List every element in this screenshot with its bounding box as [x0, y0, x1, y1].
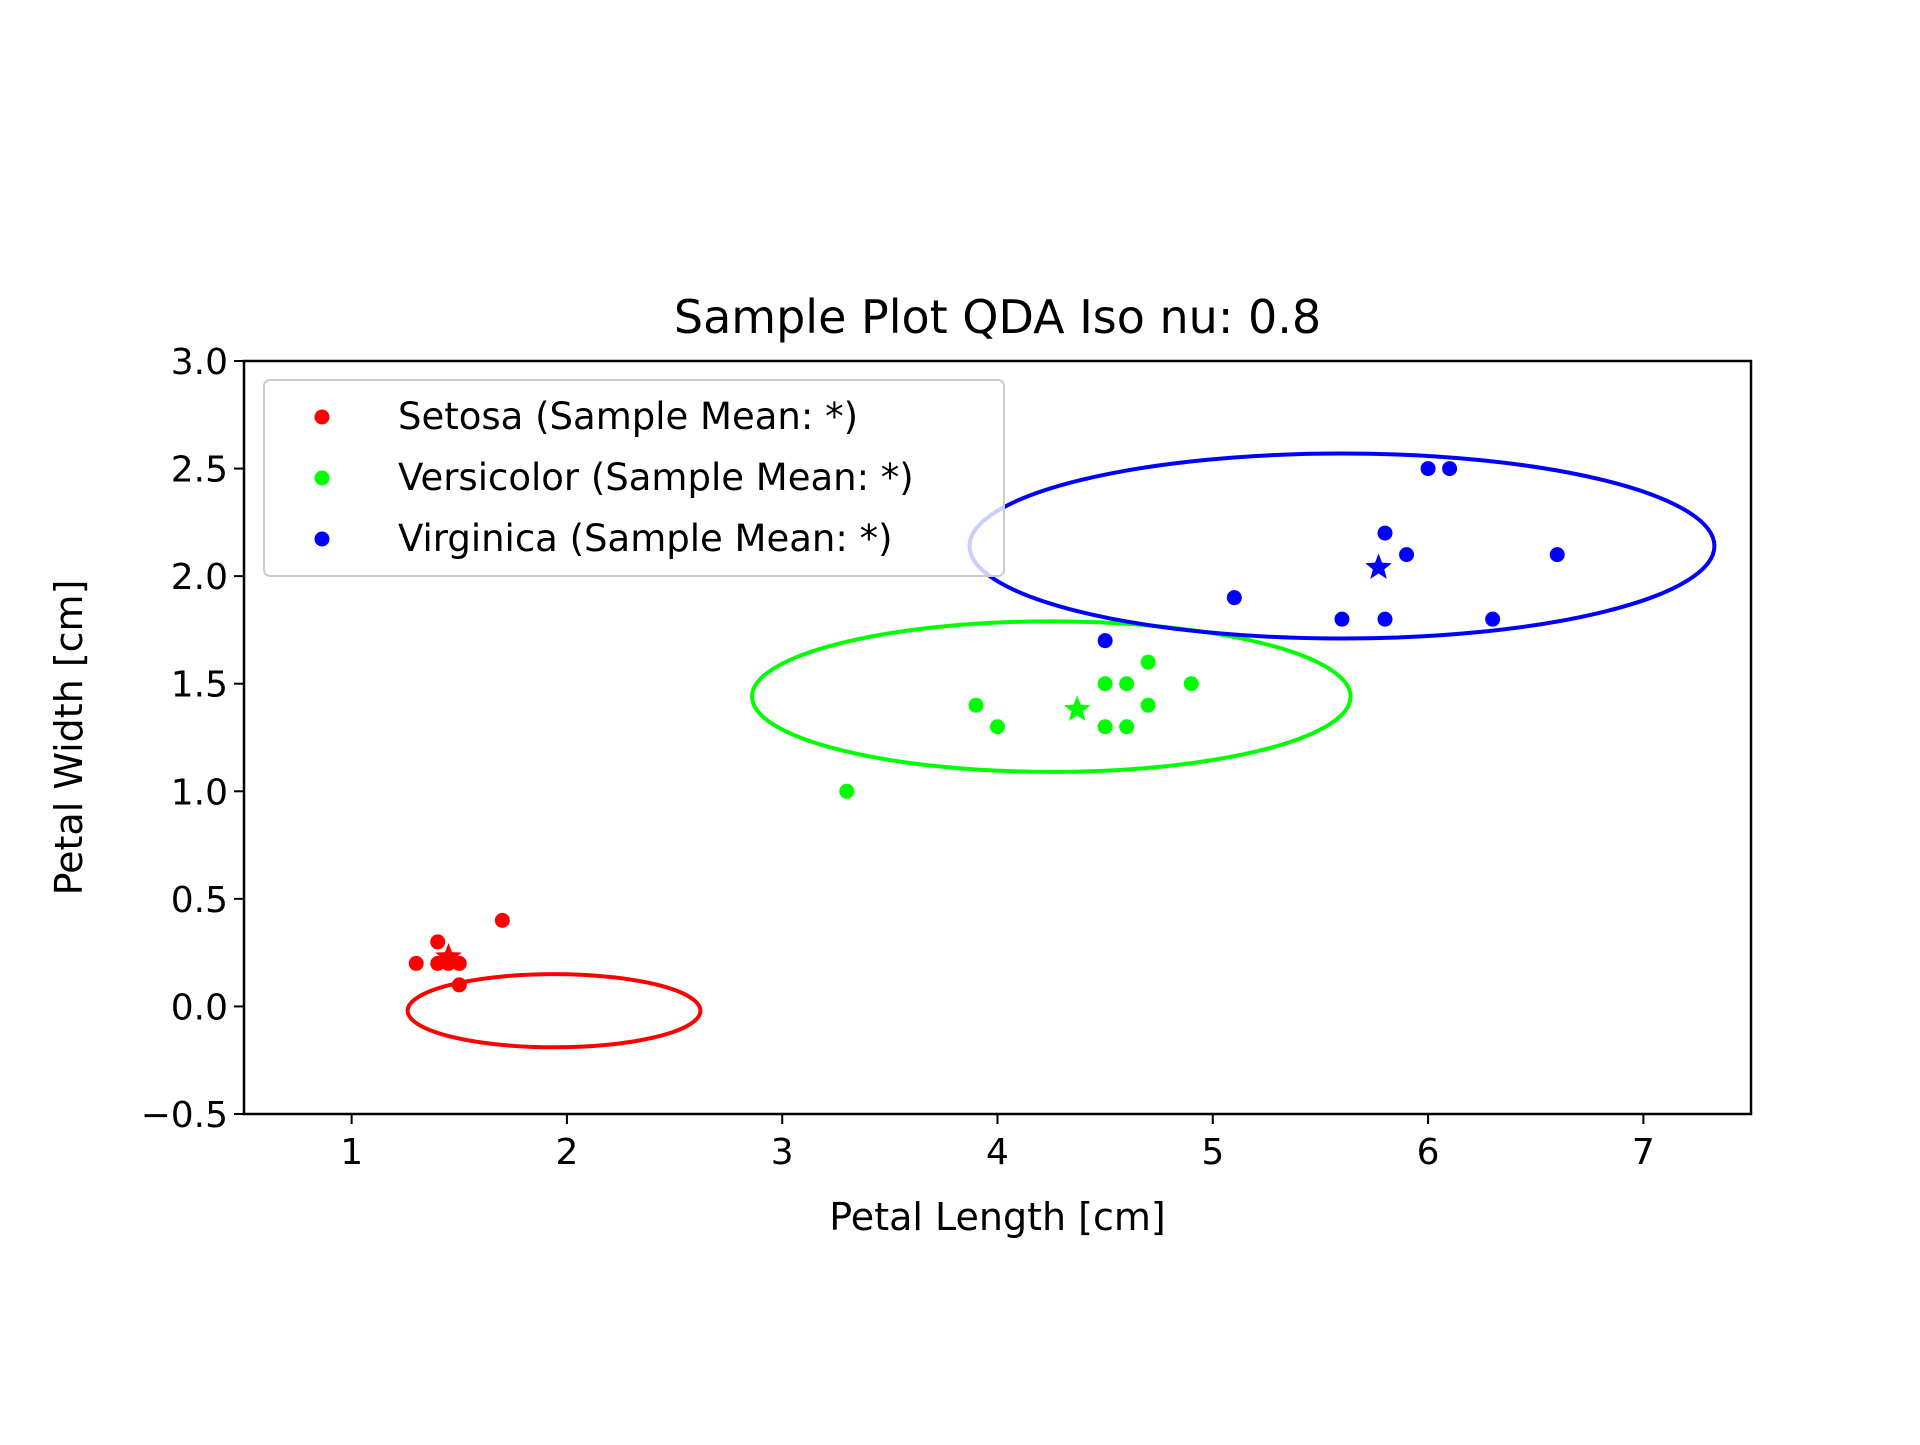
- sample-mean-star: [435, 942, 462, 969]
- data-point: [1140, 697, 1156, 713]
- legend-box: [263, 379, 1005, 577]
- confidence-ellipse: [405, 972, 703, 1050]
- data-point: [494, 912, 510, 928]
- data-point: [1097, 719, 1113, 735]
- data-point: [1377, 525, 1393, 541]
- legend-marker: [314, 531, 330, 547]
- y-tick-label: 1.0: [171, 772, 228, 813]
- data-point: [1183, 676, 1199, 692]
- series-group: [405, 912, 703, 1050]
- data-point: [430, 934, 446, 950]
- legend-marker: [314, 470, 330, 486]
- x-tick-label: 1: [340, 1132, 363, 1173]
- y-tick-label: 1.5: [171, 665, 228, 706]
- legend-marker: [314, 409, 330, 425]
- x-tick-label: 2: [555, 1132, 578, 1173]
- x-tick-label: 3: [771, 1132, 794, 1173]
- legend: Setosa (Sample Mean: *) Versicolor (Sampl…: [263, 379, 1005, 577]
- y-tick-label: 2.5: [171, 450, 228, 491]
- chart-title: Sample Plot QDA Iso nu: 0.8: [674, 290, 1321, 344]
- data-point: [1334, 611, 1350, 627]
- y-tick-label: −0.5: [141, 1095, 228, 1136]
- x-tick-label: 5: [1201, 1132, 1224, 1173]
- data-point: [1399, 547, 1415, 563]
- legend-entry-label: Virginica (Sample Mean: *): [398, 517, 893, 560]
- data-point: [968, 697, 984, 713]
- data-point: [1119, 719, 1135, 735]
- data-point: [1442, 461, 1458, 477]
- data-point: [1097, 633, 1113, 649]
- data-point: [1485, 611, 1501, 627]
- data-point: [408, 955, 424, 971]
- legend-entry-label: Setosa (Sample Mean: *): [398, 395, 858, 438]
- data-point: [1097, 676, 1113, 692]
- y-tick-label: 0.0: [171, 987, 228, 1028]
- x-axis: 1 2 3 4 5 6 7: [340, 1114, 1655, 1173]
- legend-entry-label: Versicolor (Sample Mean: *): [398, 456, 914, 499]
- data-point: [1377, 611, 1393, 627]
- y-axis-label: Petal Width [cm]: [47, 580, 91, 896]
- series-group: [750, 619, 1353, 799]
- y-tick-label: 2.0: [171, 557, 228, 598]
- confidence-ellipse: [750, 619, 1353, 774]
- y-tick-label: 3.0: [171, 342, 228, 383]
- sample-mean-star: [1365, 553, 1392, 579]
- x-axis-label: Petal Length [cm]: [829, 1195, 1165, 1239]
- data-point: [1420, 461, 1436, 477]
- data-point: [1140, 654, 1156, 670]
- data-point: [451, 977, 467, 993]
- data-point: [1549, 547, 1565, 563]
- y-axis: −0.5 0.0 0.5 1.0 1.5 2.0 2.5 3.0: [141, 342, 244, 1136]
- x-tick-label: 7: [1632, 1132, 1655, 1173]
- data-point: [1226, 590, 1242, 606]
- x-tick-label: 4: [986, 1132, 1009, 1173]
- x-tick-label: 6: [1417, 1132, 1440, 1173]
- data-point: [1119, 676, 1135, 692]
- y-tick-label: 0.5: [171, 880, 228, 921]
- data-point: [990, 719, 1005, 735]
- data-point: [839, 783, 855, 799]
- sample-mean-star: [1063, 695, 1091, 721]
